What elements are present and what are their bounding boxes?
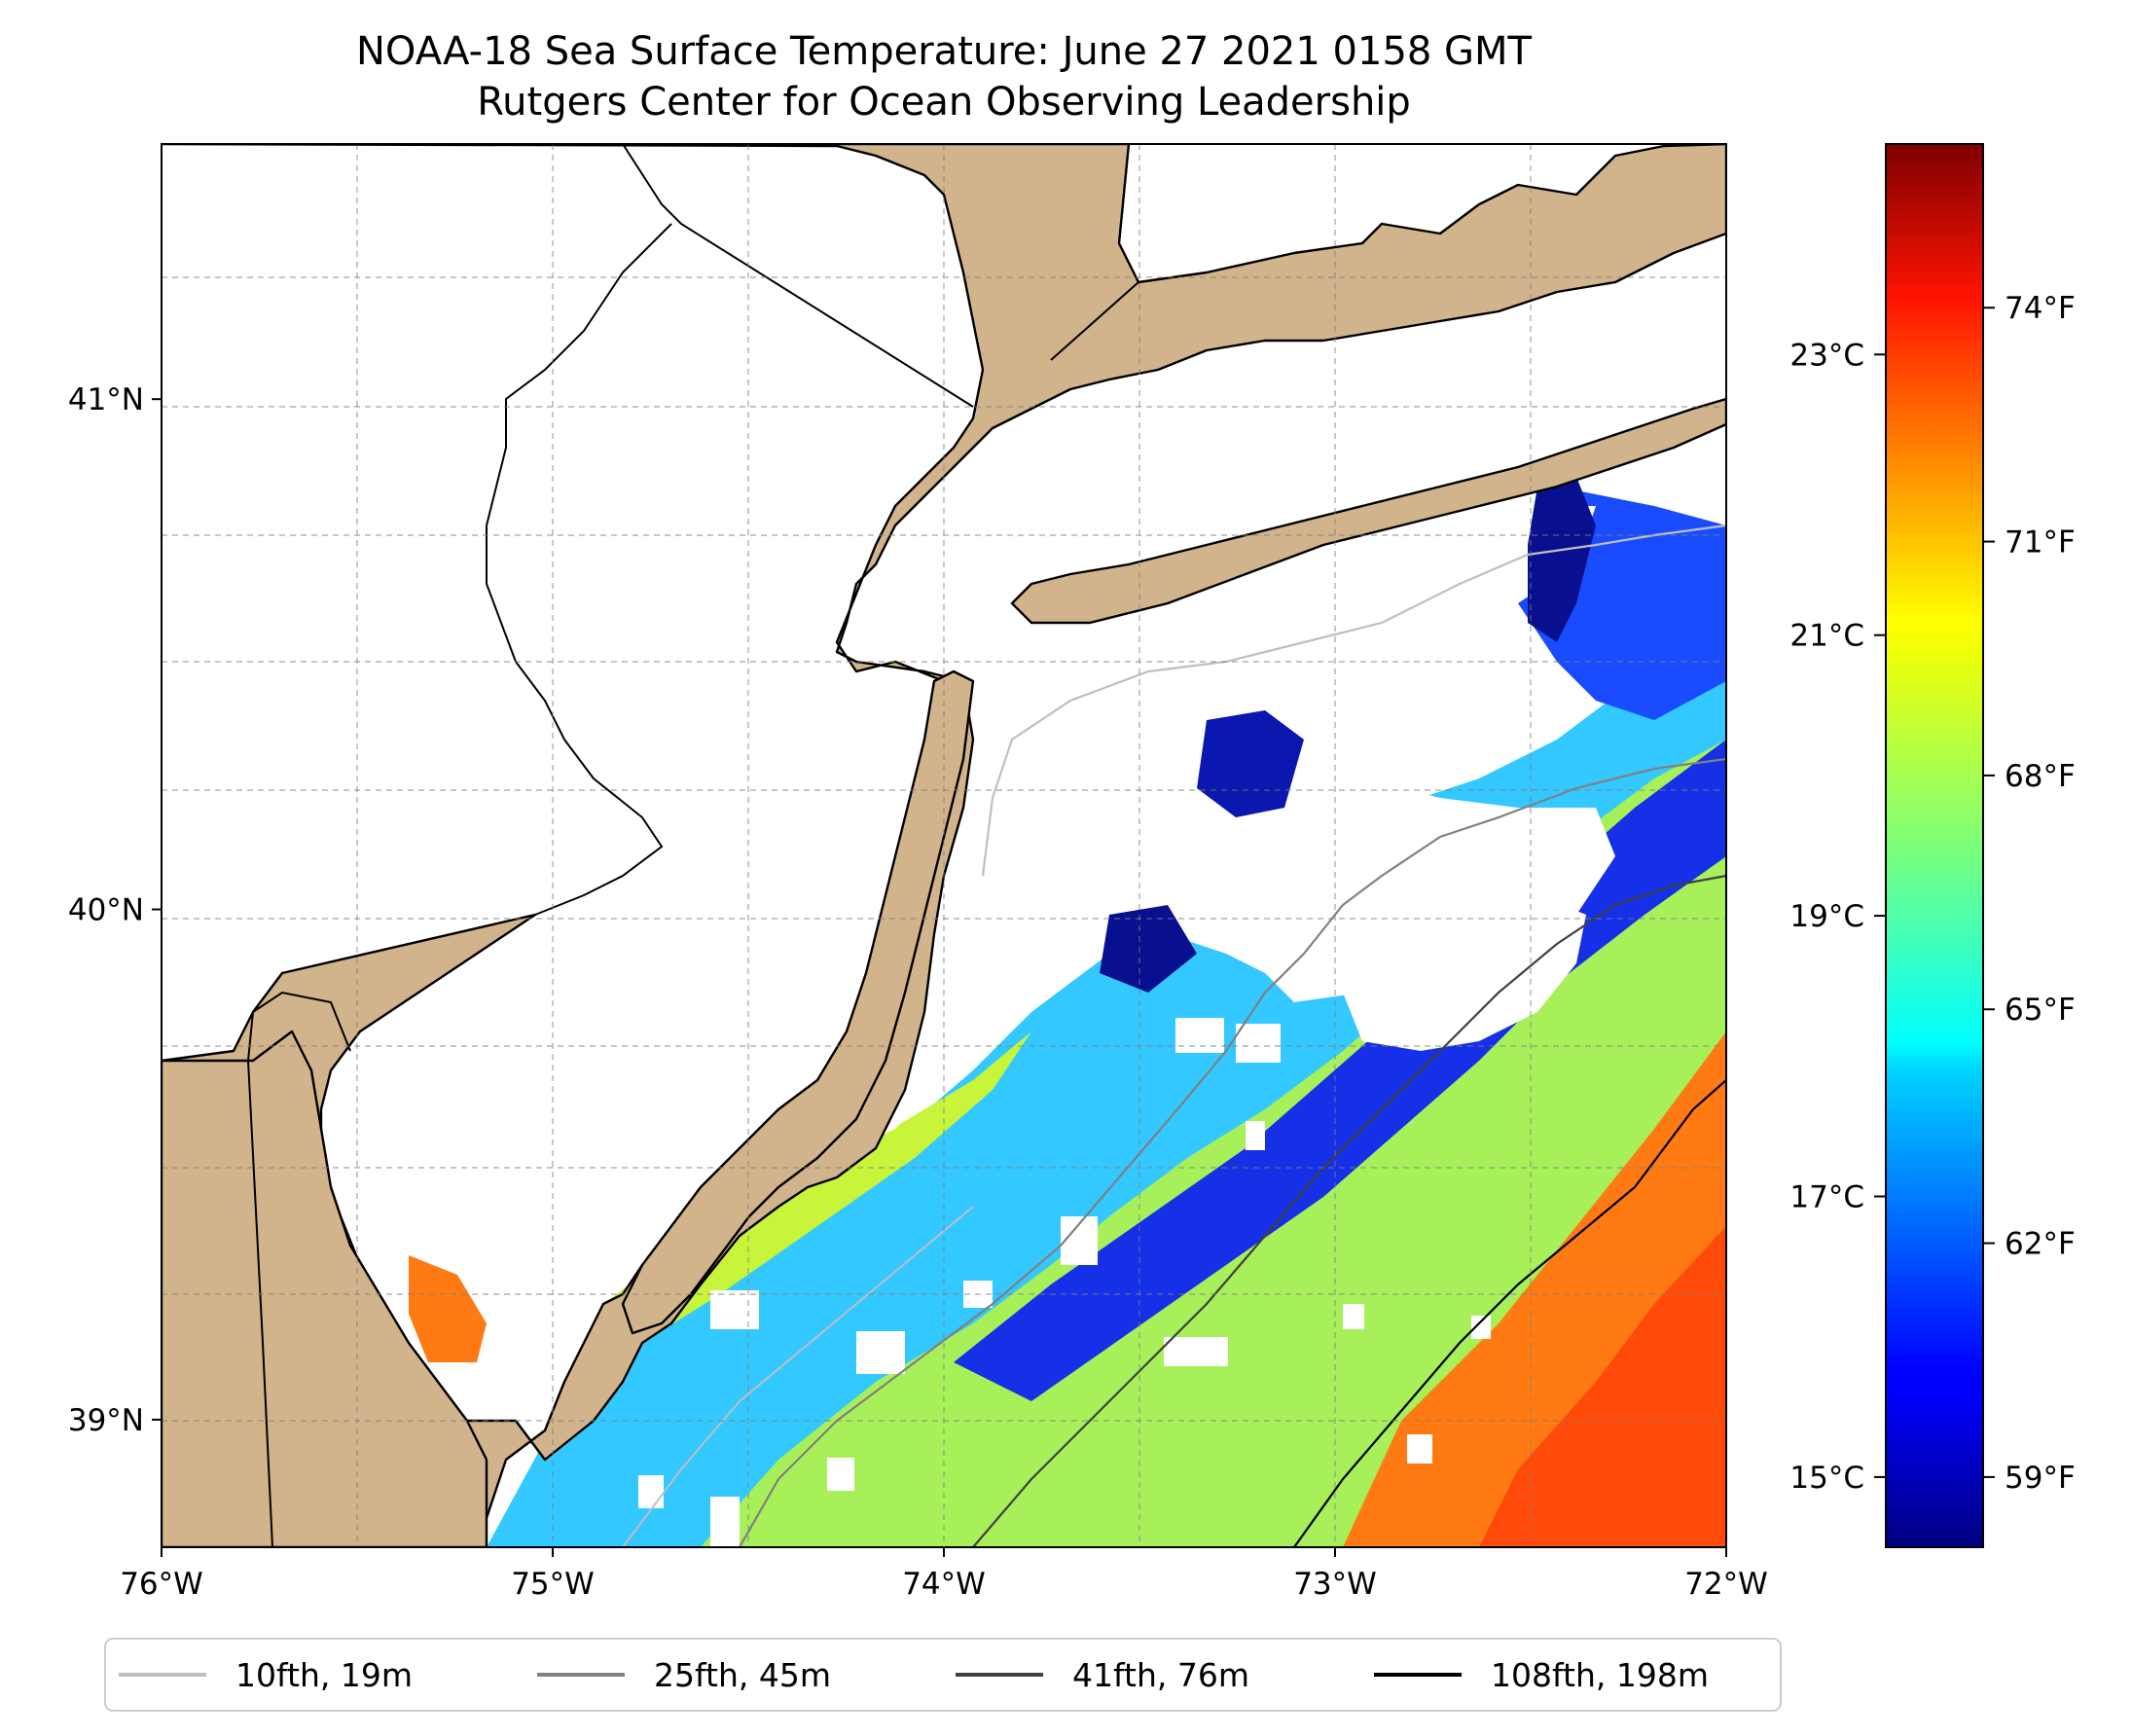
nodata-patch [1471,1316,1491,1339]
fahrenheit-tick-label: 62°F [2005,1227,2076,1262]
legend: 10fth, 19m 25fth, 45m 41fth, 76m 108fth, 19… [104,1638,1782,1712]
nodata-shelf [769,506,1615,1148]
celsius-tick-label: 23°C [1789,338,1864,373]
nodata-patch [1246,1121,1265,1150]
isobath-25fth [739,757,1726,1547]
lat-tick-label: 39°N [68,1403,144,1438]
nodata-patch [827,1458,854,1491]
colorbar: 15°C 17°C 19°C 21°C 23°C 59°F 62°F 65°F 68°F 71°… [1789,143,2076,1548]
nodata-patch [710,1290,759,1329]
land-long-island [1010,397,1726,625]
legend-box [104,1638,1782,1712]
lon-tick-label: 74°W [902,1567,986,1602]
cold-pool [1100,905,1197,993]
fahrenheit-tick-label: 74°F [2005,291,2076,326]
lat-tick-label: 40°N [68,893,144,928]
nodata-patch [533,1368,560,1397]
celsius-tick-label: 17°C [1789,1180,1864,1215]
sst-hot-core [1479,1226,1726,1547]
map-panel [162,144,1726,1547]
gridlines [162,144,1726,1547]
cold-pool [1528,477,1596,642]
warm-bay [409,1255,487,1362]
nodata-patch [1164,1337,1228,1366]
state-boundary [162,991,351,1062]
fahrenheit-tick-label: 68°F [2005,759,2076,794]
celsius-tick-label: 21°C [1789,619,1864,654]
nodata-patch [638,1475,664,1508]
lon-tick-label: 75°W [511,1567,595,1602]
nodata-patch [1343,1304,1364,1329]
celsius-tick-label: 15°C [1789,1461,1864,1496]
isobath-108fth [1293,1079,1726,1547]
state-boundary [247,1060,273,1547]
legend-label: 25fth, 45m [654,1656,831,1694]
longitude-axis: 76°W 75°W 74°W 73°W 72°W [120,1547,1768,1602]
fahrenheit-tick-label: 71°F [2005,525,2076,561]
state-boundary [1050,144,1140,361]
legend-label: 10fth, 19m [235,1656,413,1694]
nodata-patch [1407,1434,1432,1464]
lon-tick-label: 76°W [120,1567,203,1602]
celsius-tick-label: 19°C [1789,899,1864,934]
latitude-axis: 39°N 40°N 41°N [68,382,162,1438]
colorbar-fahrenheit-axis: 59°F 62°F 65°F 68°F 71°F 74°F [1983,291,2076,1496]
colorbar-gradient [1885,143,1984,1548]
state-boundary [622,144,974,408]
isobath-10fth [981,524,1726,877]
fahrenheit-tick-label: 65°F [2005,993,2076,1028]
sst-field [409,477,1726,1547]
nodata-patch [1236,1024,1281,1063]
nodata-patch [856,1331,905,1374]
nodata-patch [1175,1018,1224,1053]
colorbar-celsius-axis: 15°C 17°C 19°C 21°C 23°C [1789,338,1886,1496]
isobaths [622,524,1726,1547]
title-line-1: NOAA-18 Sea Surface Temperature: June 27… [356,29,1533,74]
nodata-eastern-hole [1343,895,1586,1051]
legend-label: 108fth, 198m [1491,1656,1709,1694]
lon-tick-label: 73°W [1293,1567,1377,1602]
isobath-10fth [622,1206,974,1547]
lat-tick-label: 41°N [68,382,144,417]
legend-label: 41fth, 76m [1072,1656,1249,1694]
isobath-41fth [972,874,1726,1547]
nodata-patch [710,1497,740,1547]
title-line-2: Rutgers Center for Ocean Observing Leade… [477,80,1411,125]
fahrenheit-tick-label: 59°F [2005,1461,2076,1496]
land-new-jersey-shore [621,669,975,1335]
lon-tick-label: 72°W [1684,1567,1768,1602]
